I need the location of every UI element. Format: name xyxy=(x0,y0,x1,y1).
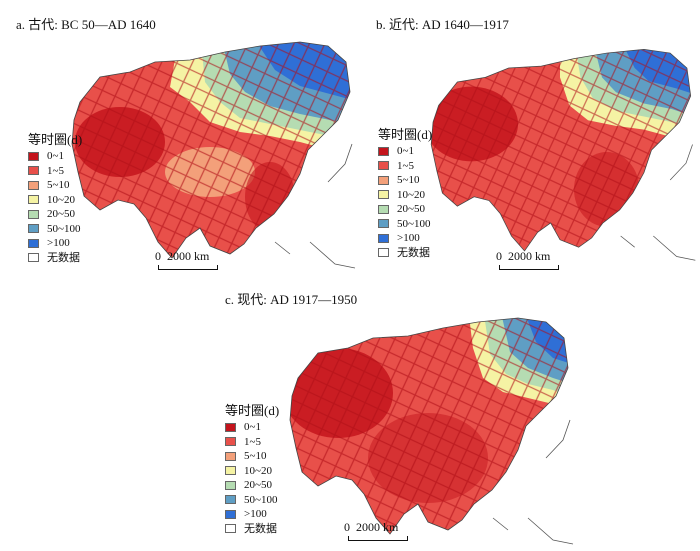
legend-item: 0~1 xyxy=(225,420,279,435)
legend-item: 5~10 xyxy=(378,173,432,188)
legend-item: 50~100 xyxy=(378,217,432,232)
scale-bar: 0 2000 km xyxy=(344,520,399,534)
legend-title: 等时圈(d) xyxy=(225,403,280,418)
legend: 等时圈(d) 0~1 1~5 5~10 10~20 20~50 50~100 >… xyxy=(28,133,82,265)
legend-item: 1~5 xyxy=(225,435,279,450)
legend-item: >100 xyxy=(378,231,432,246)
legend-item: 0~1 xyxy=(28,149,82,164)
isochrone-map xyxy=(430,48,696,261)
legend-item: 无数据 xyxy=(225,522,279,537)
legend: 等时圈(d) 0~1 1~5 5~10 10~20 20~50 50~100 >… xyxy=(378,128,432,260)
isochrone-map xyxy=(71,41,356,269)
legend-item: 1~5 xyxy=(28,164,82,179)
scale-bar-line xyxy=(158,265,218,270)
legend-item: 20~50 xyxy=(225,478,279,493)
legend-item: >100 xyxy=(225,507,279,522)
isochrone-map xyxy=(289,317,574,545)
panel-title: a. 古代: BC 50—AD 1640 xyxy=(16,17,156,32)
scale-bar: 0 2000 km xyxy=(155,249,210,263)
panel-title: b. 近代: AD 1640—1917 xyxy=(376,17,509,32)
legend: 等时圈(d) 0~1 1~5 5~10 10~20 20~50 50~100 >… xyxy=(225,404,279,536)
scale-bar: 0 2000 km xyxy=(496,249,551,263)
legend-item: 10~20 xyxy=(225,464,279,479)
legend-item: 5~10 xyxy=(225,449,279,464)
legend-item: 20~50 xyxy=(28,207,82,222)
panel-title: c. 现代: AD 1917—1950 xyxy=(225,292,358,307)
legend-title: 等时圈(d) xyxy=(28,132,83,147)
legend-item: 5~10 xyxy=(28,178,82,193)
legend-item: 50~100 xyxy=(225,493,279,508)
legend-item: 无数据 xyxy=(28,251,82,266)
scale-bar-line xyxy=(499,265,559,270)
legend-item: >100 xyxy=(28,236,82,251)
legend-item: 无数据 xyxy=(378,246,432,261)
legend-item: 10~20 xyxy=(28,193,82,208)
legend-item: 20~50 xyxy=(378,202,432,217)
legend-item: 1~5 xyxy=(378,159,432,174)
scale-bar-line xyxy=(348,536,408,541)
legend-item: 0~1 xyxy=(378,144,432,159)
legend-item: 50~100 xyxy=(28,222,82,237)
legend-title: 等时圈(d) xyxy=(378,127,433,142)
legend-item: 10~20 xyxy=(378,188,432,203)
